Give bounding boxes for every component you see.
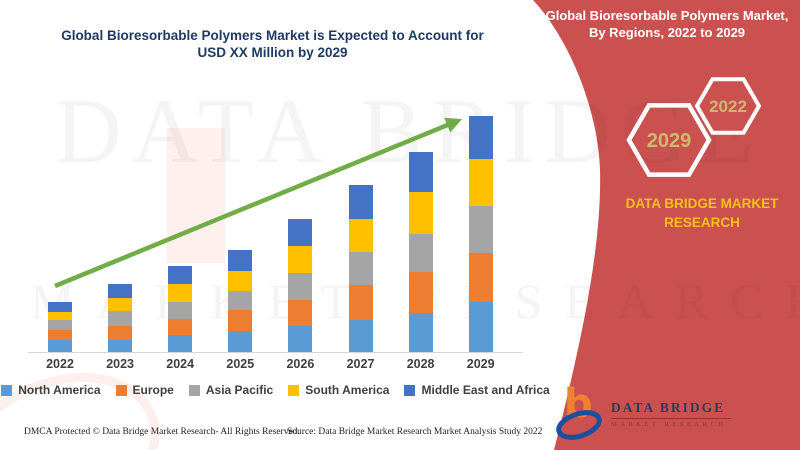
bar-segment-south-america — [348, 219, 373, 252]
bar-segment-asia-pacific — [168, 302, 193, 319]
brand-wordmark: DATA BRIDGE MARKET RESEARCH — [616, 194, 788, 232]
bar-segment-south-america — [168, 284, 193, 302]
legend-item: North America — [1, 383, 101, 397]
bar-segment-middle-east-and-africa — [408, 152, 433, 192]
hexagon-2029 — [626, 103, 712, 177]
legend-item: Europe — [115, 383, 174, 397]
hexagon-2022 — [694, 77, 762, 135]
bar-segment-north-america — [468, 302, 493, 352]
bar-2025 — [228, 250, 253, 352]
logo-swoosh-ellipse — [556, 410, 602, 440]
bar-segment-europe — [108, 326, 133, 340]
logo-swoosh-icon — [556, 410, 602, 440]
legend-label: Asia Pacific — [205, 383, 274, 397]
bar-segment-europe — [348, 285, 373, 320]
bar-2022 — [48, 302, 72, 352]
brand-line2: RESEARCH — [664, 215, 740, 230]
bar-segment-middle-east-and-africa — [468, 116, 493, 159]
legend-swatch-icon — [288, 384, 300, 396]
pink-watermark-blob — [167, 128, 225, 263]
hexagon-year-2029: 2029 — [647, 130, 692, 152]
bar-segment-europe — [48, 330, 72, 340]
bar-segment-north-america — [108, 340, 133, 352]
bar-2029 — [468, 116, 493, 352]
legend-swatch-icon — [188, 384, 200, 396]
bar-segment-middle-east-and-africa — [348, 185, 373, 219]
legend-item: Middle East and Africa — [404, 383, 550, 397]
brand-line1: DATA BRIDGE MARKET — [625, 196, 779, 211]
legend-swatch-icon — [1, 384, 13, 396]
bar-segment-south-america — [468, 159, 493, 206]
x-axis-label-2022: 2022 — [46, 357, 74, 371]
bar-segment-asia-pacific — [48, 320, 72, 330]
trend-arrow-line — [54, 117, 463, 289]
bar-segment-asia-pacific — [348, 252, 373, 285]
bar-segment-asia-pacific — [108, 311, 133, 326]
logo-tagline: MARKET RESEARCH — [611, 421, 727, 428]
logo-mark: b — [556, 381, 604, 441]
chart-title: Global Bioresorbable Polymers Market is … — [15, 27, 530, 61]
bar-segment-europe — [288, 300, 313, 326]
banner-title: Global Bioresorbable Polymers Market, By… — [545, 8, 789, 40]
bar-segment-north-america — [168, 335, 193, 352]
bar-segment-south-america — [408, 192, 433, 234]
bar-segment-north-america — [288, 326, 313, 352]
bar-segment-south-america — [108, 298, 133, 311]
bar-segment-asia-pacific — [228, 291, 253, 310]
bar-segment-middle-east-and-africa — [108, 284, 133, 298]
footer-dmca-text: DMCA Protected © Data Bridge Market Rese… — [24, 427, 300, 437]
bar-2026 — [288, 219, 313, 352]
bar-2024 — [168, 266, 193, 352]
x-axis-label-2026: 2026 — [286, 357, 315, 371]
x-axis-label-2023: 2023 — [106, 357, 134, 371]
x-axis-line — [28, 352, 523, 353]
bar-segment-middle-east-and-africa — [48, 302, 72, 312]
stacked-bar-plot — [48, 116, 493, 352]
chart-legend: North America Europe Asia Pacific South Ame… — [1, 383, 550, 397]
legend-swatch-icon — [115, 384, 127, 396]
year-hexagons: 2029 2022 — [626, 77, 762, 177]
bar-2023 — [108, 284, 133, 352]
bar-segment-asia-pacific — [288, 273, 313, 300]
bar-segment-north-america — [228, 331, 253, 352]
bar-segment-middle-east-and-africa — [288, 219, 313, 246]
bar-segment-europe — [168, 319, 193, 335]
legend-swatch-icon — [404, 384, 416, 396]
hexagon-year-2022: 2022 — [709, 97, 747, 116]
x-axis-label-2029: 2029 — [466, 357, 495, 371]
legend-label: Europe — [132, 383, 174, 397]
bar-segment-europe — [408, 272, 433, 313]
bar-2028 — [408, 152, 433, 352]
legend-label: South America — [305, 383, 390, 397]
x-axis-label-2028: 2028 — [406, 357, 435, 371]
bar-segment-north-america — [348, 320, 373, 352]
bar-segment-south-america — [288, 246, 313, 273]
legend-item: Asia Pacific — [188, 383, 274, 397]
bar-segment-south-america — [48, 312, 72, 320]
logo-text: DATA BRIDGE MARKET RESEARCH — [611, 400, 731, 428]
logo-name: DATA BRIDGE — [611, 400, 731, 419]
chart-title-line2: USD XX Million by 2029 — [197, 45, 348, 60]
bar-segment-south-america — [228, 271, 253, 291]
legend-item: South America — [288, 383, 389, 397]
legend-label: North America — [18, 383, 101, 397]
x-axis-label-2025: 2025 — [226, 357, 255, 371]
bar-segment-middle-east-and-africa — [228, 250, 253, 271]
bar-segment-north-america — [48, 340, 72, 352]
bar-segment-europe — [468, 253, 493, 302]
x-axis-label-2027: 2027 — [346, 357, 375, 371]
footer-source-text: Source: Data Bridge Market Research Mark… — [287, 427, 543, 437]
bar-segment-asia-pacific — [468, 206, 493, 253]
chart-title-line1: Global Bioresorbable Polymers Market is … — [61, 28, 484, 43]
legend-label: Middle East and Africa — [421, 383, 550, 397]
databridge-logo: b DATA BRIDGE MARKET RESEARCH — [556, 381, 736, 443]
bar-segment-europe — [228, 310, 253, 331]
bar-2027 — [348, 185, 373, 352]
bar-segment-asia-pacific — [408, 234, 433, 272]
bar-segment-middle-east-and-africa — [168, 266, 193, 284]
x-axis-label-2024: 2024 — [166, 357, 195, 371]
bar-segment-north-america — [408, 313, 433, 352]
